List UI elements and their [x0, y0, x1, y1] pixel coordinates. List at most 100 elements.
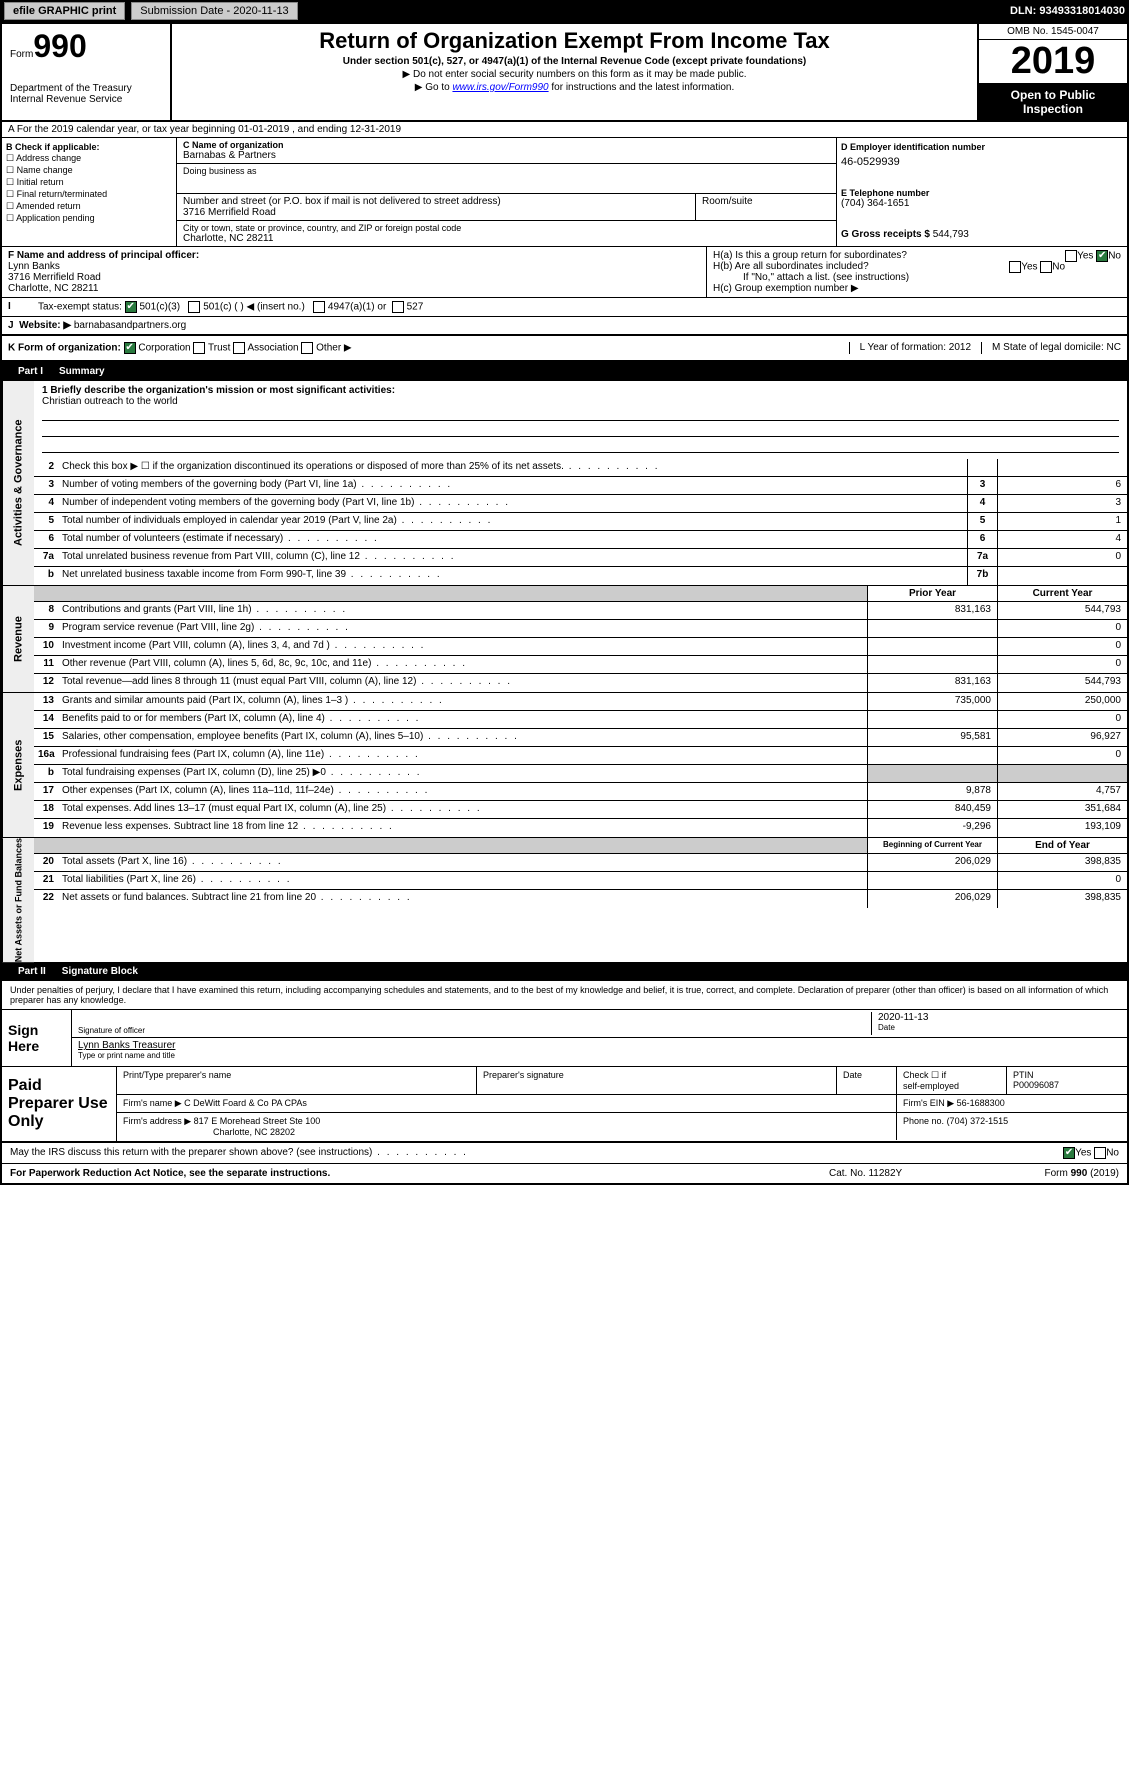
preparer-date-label: Date	[837, 1067, 897, 1094]
name-title-label: Type or print name and title	[78, 1051, 1121, 1060]
hb-no[interactable]	[1040, 261, 1052, 273]
org-name: Barnabas & Partners	[183, 150, 830, 161]
paperwork-notice: For Paperwork Reduction Act Notice, see …	[10, 1168, 829, 1179]
efile-button[interactable]: efile GRAPHIC print	[4, 2, 125, 20]
submission-date: Submission Date - 2020-11-13	[131, 2, 297, 20]
perjury-statement: Under penalties of perjury, I declare th…	[2, 981, 1127, 1010]
check-initial-return[interactable]: ☐ Initial return	[6, 177, 172, 188]
check-name-change[interactable]: ☐ Name change	[6, 165, 172, 176]
summary-line: 9Program service revenue (Part VIII, lin…	[34, 620, 1127, 638]
check-501c3[interactable]: ✔	[125, 301, 137, 313]
summary-line: 16aProfessional fundraising fees (Part I…	[34, 747, 1127, 765]
self-employed-check[interactable]: Check ☐ ifself-employed	[897, 1067, 1007, 1094]
row-a-tax-year: A For the 2019 calendar year, or tax yea…	[2, 122, 1127, 138]
telephone-label: E Telephone number	[841, 188, 1123, 198]
check-527[interactable]	[392, 301, 404, 313]
mission-answer: Christian outreach to the world	[42, 396, 1119, 407]
goto-instructions: ▶ Go to www.irs.gov/Form990 for instruct…	[176, 82, 973, 93]
summary-line: 3Number of voting members of the governi…	[34, 477, 1127, 495]
check-501c[interactable]	[188, 301, 200, 313]
dln: DLN: 93493318014030	[1010, 5, 1125, 17]
department: Department of the Treasury Internal Reve…	[10, 83, 162, 105]
city-label: City or town, state or province, country…	[183, 223, 830, 233]
tax-year: 2019	[979, 40, 1127, 84]
officer-name-title: Lynn Banks Treasurer	[78, 1040, 1121, 1051]
summary-line: 10Investment income (Part VIII, column (…	[34, 638, 1127, 656]
state-domicile: M State of legal domicile: NC	[981, 342, 1121, 354]
check-corporation[interactable]: ✔	[124, 342, 136, 354]
form-prefix: Form	[10, 49, 33, 60]
vtab-net-assets: Net Assets or Fund Balances	[2, 838, 34, 962]
sig-officer-label: Signature of officer	[78, 1026, 871, 1035]
check-final-return[interactable]: ☐ Final return/terminated	[6, 189, 172, 200]
mission-question: 1 Briefly describe the organization's mi…	[42, 385, 1119, 396]
net-header: Beginning of Current Year End of Year	[34, 838, 1127, 854]
hc-group-exemption: H(c) Group exemption number ▶	[713, 283, 1121, 294]
telephone-value: (704) 364-1651	[841, 198, 1123, 209]
hb-subordinates: H(b) Are all subordinates included? Yes …	[713, 261, 1121, 272]
check-amended[interactable]: ☐ Amended return	[6, 201, 172, 212]
summary-line: 21Total liabilities (Part X, line 26)0	[34, 872, 1127, 890]
irs-link[interactable]: www.irs.gov/Form990	[452, 82, 548, 93]
vtab-expenses: Expenses	[2, 693, 34, 837]
open-to-public: Open to Public Inspection	[979, 84, 1127, 120]
room-label: Room/suite	[702, 196, 830, 207]
row-i-label: I	[8, 301, 38, 313]
firm-ein: Firm's EIN ▶ 56-1688300	[897, 1095, 1127, 1112]
vtab-governance: Activities & Governance	[2, 381, 34, 585]
check-association[interactable]	[233, 342, 245, 354]
part-ii-header: Part II Signature Block	[2, 962, 1127, 981]
check-other[interactable]	[301, 342, 313, 354]
col-b-title: B Check if applicable:	[6, 142, 172, 152]
firm-phone: Phone no. (704) 372-1515	[897, 1113, 1127, 1140]
firm-name: Firm's name ▶ C DeWitt Foard & Co PA CPA…	[117, 1095, 897, 1112]
summary-line: 19Revenue less expenses. Subtract line 1…	[34, 819, 1127, 837]
discuss-no[interactable]	[1094, 1147, 1106, 1159]
hb-note: If "No," attach a list. (see instruction…	[713, 272, 1121, 283]
summary-line: 20Total assets (Part X, line 16)206,0293…	[34, 854, 1127, 872]
summary-line: 2Check this box ▶ ☐ if the organization …	[34, 459, 1127, 477]
col-b-checkboxes: B Check if applicable: ☐ Address change …	[2, 138, 177, 246]
summary-line: 18Total expenses. Add lines 13–17 (must …	[34, 801, 1127, 819]
form-header: Form990 Department of the Treasury Inter…	[2, 24, 1127, 122]
gross-receipts: G Gross receipts $ 544,793	[841, 229, 1123, 240]
officer-label: F Name and address of principal officer:	[8, 250, 700, 261]
revenue-header: Prior Year Current Year	[34, 586, 1127, 602]
paid-preparer-label: Paid Preparer Use Only	[2, 1067, 117, 1141]
form-subtitle: Under section 501(c), 527, or 4947(a)(1)…	[176, 56, 973, 67]
check-4947[interactable]	[313, 301, 325, 313]
discuss-yes[interactable]: ✔	[1063, 1147, 1075, 1159]
summary-line: 7aTotal unrelated business revenue from …	[34, 549, 1127, 567]
sign-here-label: Sign Here	[2, 1010, 72, 1066]
street-address: 3716 Merrifield Road	[183, 207, 689, 218]
city-state-zip: Charlotte, NC 28211	[183, 233, 830, 244]
discuss-question: May the IRS discuss this return with the…	[10, 1147, 1063, 1159]
form-number: 990	[33, 28, 86, 64]
dba-label: Doing business as	[183, 166, 830, 176]
preparer-name-label: Print/Type preparer's name	[117, 1067, 477, 1094]
tax-exempt-status: Tax-exempt status: ✔ 501(c)(3) 501(c) ( …	[38, 301, 1121, 313]
summary-line: bNet unrelated business taxable income f…	[34, 567, 1127, 585]
street-label: Number and street (or P.O. box if mail i…	[183, 196, 689, 207]
officer-name: Lynn Banks	[8, 261, 700, 272]
summary-line: 5Total number of individuals employed in…	[34, 513, 1127, 531]
check-application-pending[interactable]: ☐ Application pending	[6, 213, 172, 224]
officer-addr2: Charlotte, NC 28211	[8, 283, 700, 294]
hb-yes[interactable]	[1009, 261, 1021, 273]
check-address-change[interactable]: ☐ Address change	[6, 153, 172, 164]
sig-date-value: 2020-11-13	[878, 1012, 1121, 1023]
form-title: Return of Organization Exempt From Incom…	[176, 28, 973, 54]
top-bar: efile GRAPHIC print Submission Date - 20…	[0, 0, 1129, 22]
part-i-header: Part I Summary	[2, 362, 1127, 381]
summary-line: 12Total revenue—add lines 8 through 11 (…	[34, 674, 1127, 692]
firm-address: Firm's address ▶ 817 E Morehead Street S…	[117, 1113, 897, 1140]
summary-line: 4Number of independent voting members of…	[34, 495, 1127, 513]
ha-no[interactable]: ✔	[1096, 250, 1108, 262]
check-trust[interactable]	[193, 342, 205, 354]
ein-value: 46-0529939	[841, 156, 1123, 168]
summary-line: 11Other revenue (Part VIII, column (A), …	[34, 656, 1127, 674]
ha-yes[interactable]	[1065, 250, 1077, 262]
form-footer: Form 990 (2019)	[979, 1168, 1119, 1179]
preparer-sig-label: Preparer's signature	[477, 1067, 837, 1094]
summary-line: 6Total number of volunteers (estimate if…	[34, 531, 1127, 549]
